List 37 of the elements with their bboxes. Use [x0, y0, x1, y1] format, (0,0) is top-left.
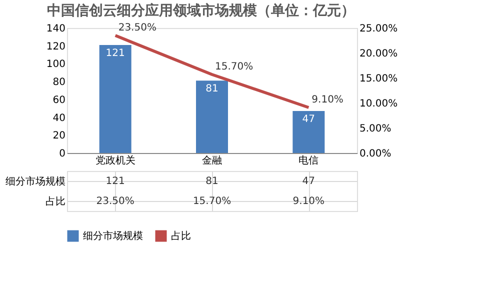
legend-label: 细分市场规模 — [83, 230, 143, 242]
y2-tick-label: 5.00% — [360, 124, 392, 134]
y-tick-label: 140 — [46, 24, 66, 34]
bar — [292, 111, 325, 153]
x-tick-label: 党政机关 — [95, 154, 136, 166]
data-label: 47 — [302, 176, 316, 187]
text: 15.70% — [215, 62, 254, 72]
y2-tick-label: 25.00% — [360, 24, 398, 34]
y-tick-label: 100 — [46, 59, 66, 70]
y-tick-label: 80 — [52, 77, 66, 88]
data-label: 81 — [206, 176, 218, 187]
text: 81 — [206, 84, 218, 95]
text: 占比 — [46, 196, 66, 208]
legend-label: 占比 — [171, 230, 191, 242]
text: 9.10% — [312, 94, 344, 106]
text: 47 — [302, 114, 316, 126]
y-tick-label: 40 — [52, 112, 66, 124]
y2-tick-label: 20.00% — [360, 48, 398, 60]
x-tick-label: 电信 — [298, 154, 319, 166]
y2-tick-label: 10.00% — [360, 98, 398, 110]
y-tick-label: 20 — [52, 130, 66, 142]
y-tick-label: 120 — [46, 41, 66, 52]
y-tick-label: 60 — [52, 94, 66, 106]
bar — [196, 80, 228, 153]
text: 121 — [106, 48, 125, 59]
data-label: 23.50% — [96, 196, 134, 207]
text: 23.50% — [118, 22, 156, 34]
x-tick-label: 金融 — [202, 154, 222, 166]
data-label: 9.10% — [292, 196, 325, 207]
text: 细分市场规模 — [6, 176, 66, 188]
y2-tick-label: 0.00% — [360, 148, 392, 160]
bar — [99, 44, 132, 153]
y-tick-label: 0 — [59, 148, 66, 160]
y2-tick-label: 15.00% — [360, 74, 398, 84]
chart-title: 中国信创云细分应用领域市场规模（单位：亿元） — [47, 2, 356, 19]
data-label: 15.70% — [192, 196, 232, 207]
data-label: 121 — [106, 176, 125, 187]
